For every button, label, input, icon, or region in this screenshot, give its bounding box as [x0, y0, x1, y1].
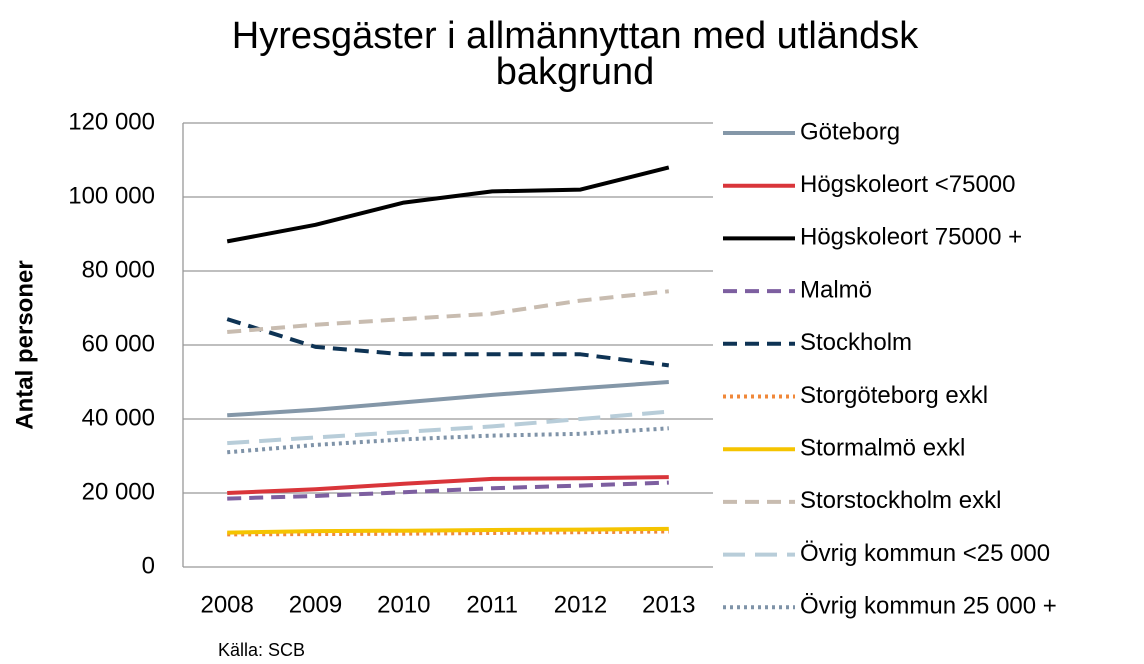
series-line [226, 317, 670, 368]
series-line [227, 409, 669, 446]
y-tick-label: 0 [142, 552, 155, 579]
x-tick-label: 2011 [466, 591, 518, 618]
series-line [227, 475, 669, 495]
x-tick-label: 2012 [554, 591, 607, 618]
legend-label: Högskoleort <75000 [800, 171, 1015, 198]
legend-label: Göteborg [800, 118, 900, 145]
y-tick-label: 20 000 [82, 478, 155, 505]
series-line [227, 289, 670, 334]
legend-label: Stockholm [800, 329, 912, 356]
legend-label: Övrig kommun <25 000 [800, 540, 1050, 567]
legend-label: Stormalmö exkl [800, 435, 965, 462]
source: Källa: SCB [218, 640, 305, 660]
series-line [227, 480, 669, 501]
y-tick-label: 40 000 [82, 404, 155, 431]
y-tick-label: 120 000 [68, 108, 155, 135]
y-tick-label: 80 000 [82, 256, 155, 283]
y-tick-label: 100 000 [68, 182, 155, 209]
series-line [227, 526, 669, 535]
legend-label: Högskoleort 75000 + [800, 224, 1022, 251]
legend-label: Övrig kommun 25 000 + [800, 593, 1057, 620]
series-line [227, 380, 669, 418]
legend-label: Malmö [800, 276, 872, 303]
y-axis-label: Antal personer [11, 260, 38, 429]
x-tick-label: 2009 [289, 591, 342, 618]
y-tick-label: 60 000 [82, 330, 155, 357]
legend-label: Storstockholm exkl [800, 487, 1001, 514]
chart-title: Hyresgäster i allmännyttan med utländsk … [231, 15, 919, 93]
x-tick-label: 2008 [200, 591, 253, 618]
legend-label: Storgöteborg exkl [800, 382, 988, 409]
x-tick-label: 2010 [377, 591, 430, 618]
x-tick-label: 2013 [642, 591, 695, 618]
series-line [226, 165, 670, 244]
